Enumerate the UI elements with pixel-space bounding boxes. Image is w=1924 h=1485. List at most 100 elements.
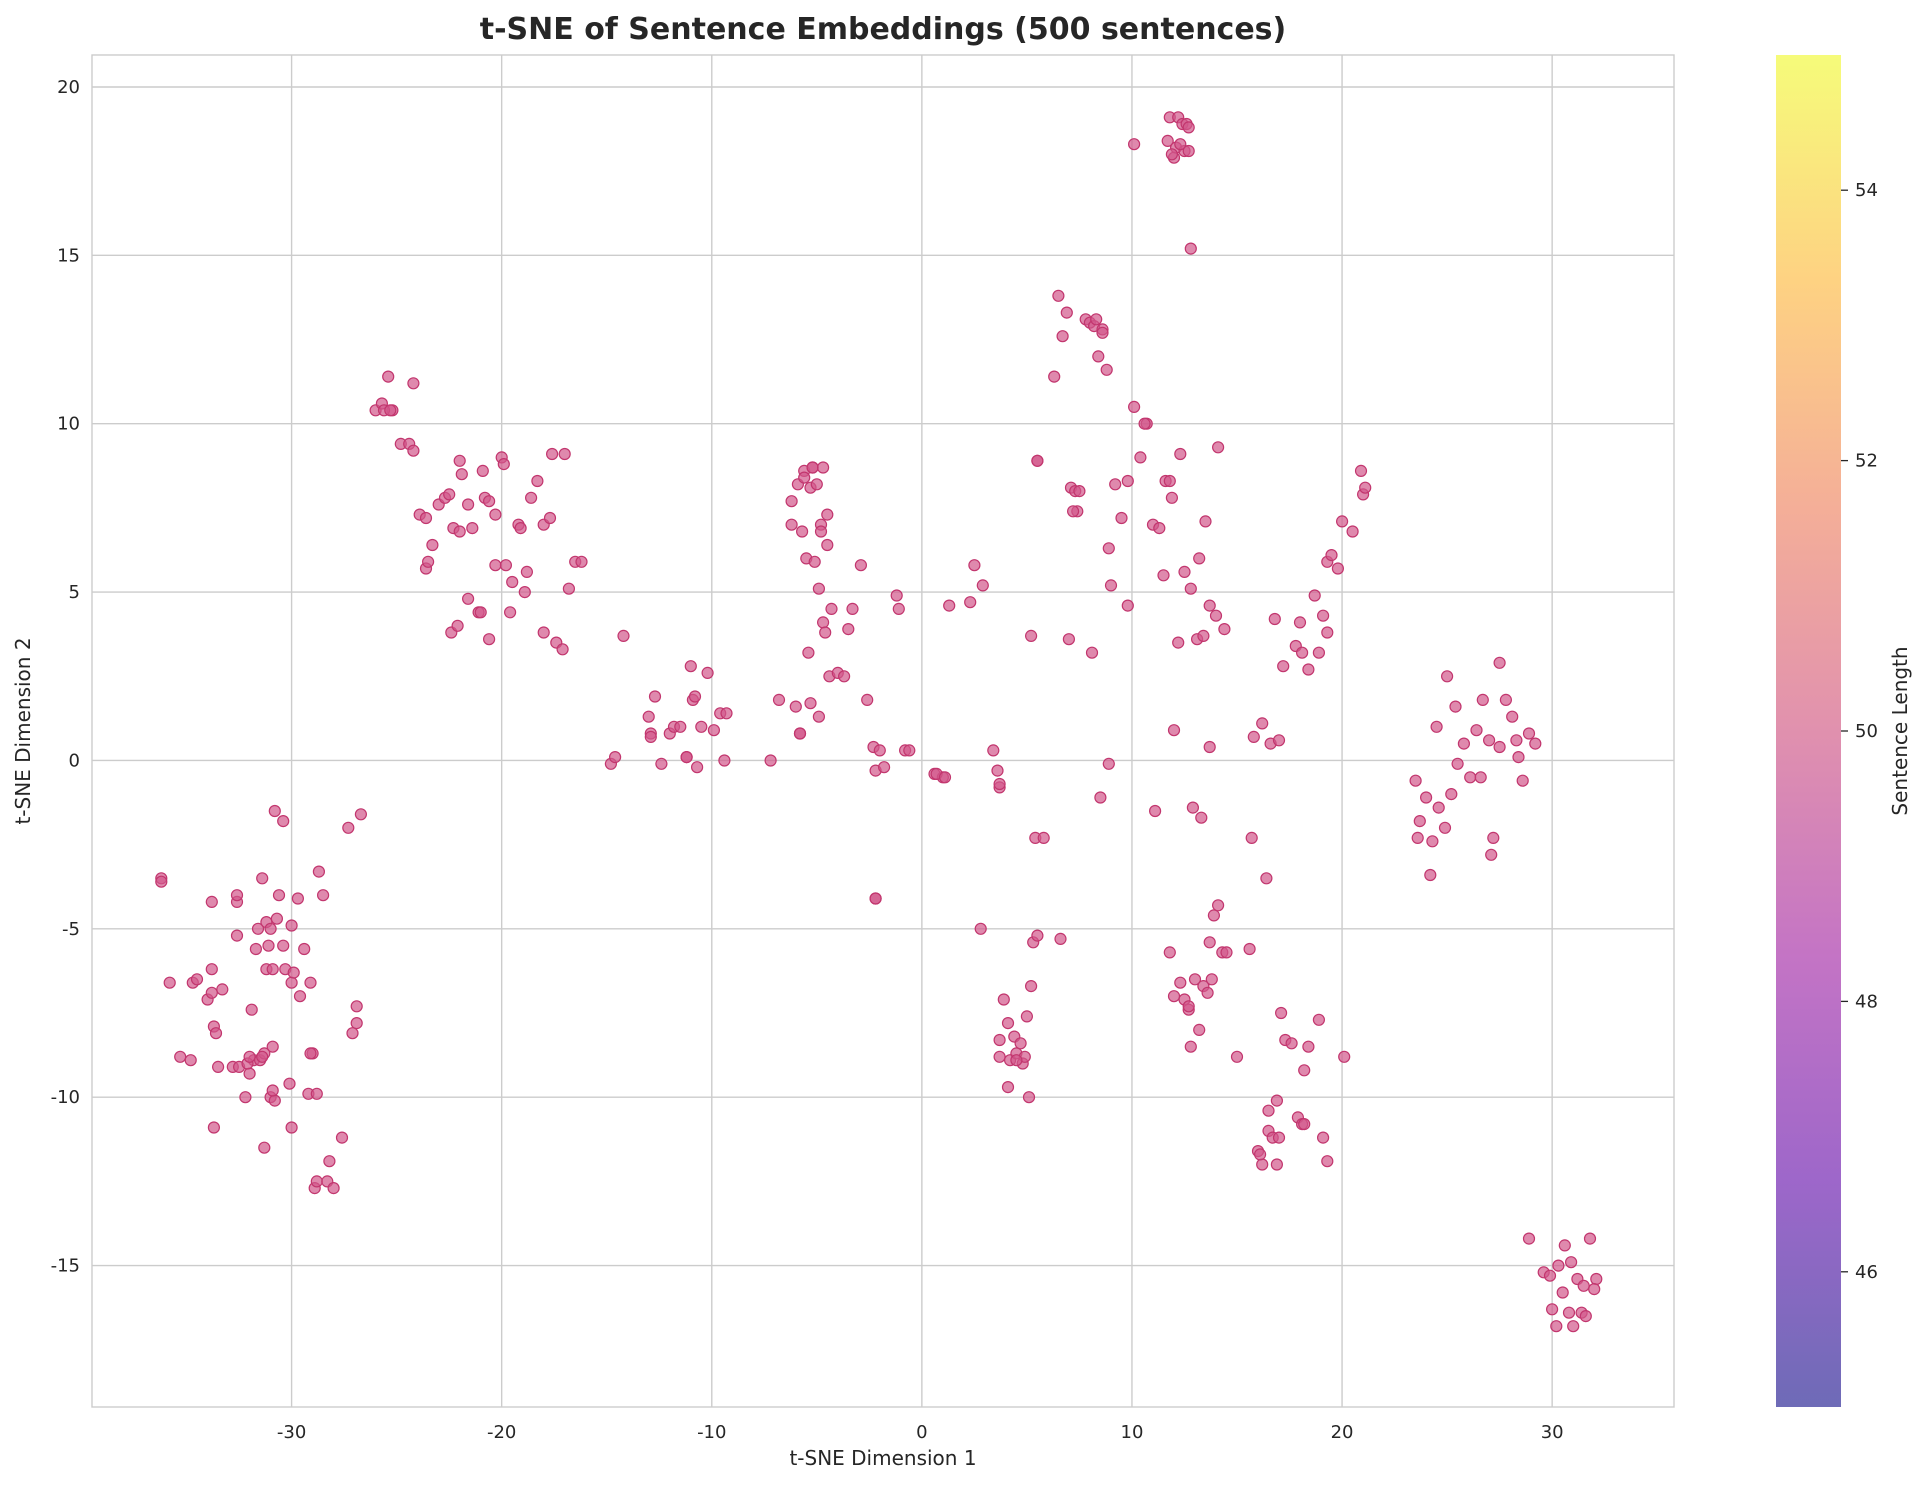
- data-point: [1253, 1148, 1267, 1161]
- data-point: [419, 511, 433, 525]
- data-point: [1060, 306, 1073, 319]
- data-point: [1529, 737, 1542, 750]
- data-point: [298, 942, 311, 956]
- data-point: [327, 1181, 340, 1195]
- data-point: [1014, 1037, 1027, 1050]
- colorbar: [1776, 55, 1841, 1407]
- data-point: [1174, 138, 1187, 151]
- data-point: [1295, 646, 1309, 659]
- data-point: [1195, 811, 1208, 824]
- data-point: [1411, 831, 1424, 845]
- data-point: [1451, 757, 1464, 770]
- data-point: [1552, 1259, 1565, 1272]
- data-point: [1121, 474, 1134, 488]
- data-point: [455, 468, 468, 481]
- data-point: [266, 1040, 279, 1053]
- data-point: [1298, 1064, 1311, 1077]
- data-point: [285, 919, 298, 932]
- data-point: [1048, 370, 1061, 383]
- data-point: [1153, 521, 1166, 535]
- data-point: [335, 1131, 349, 1144]
- data-point: [205, 963, 218, 976]
- data-point: [155, 875, 168, 888]
- data-point: [644, 730, 657, 744]
- data-point: [1163, 946, 1176, 959]
- data-point: [251, 922, 265, 935]
- data-point: [1247, 730, 1260, 744]
- data-point: [789, 700, 802, 713]
- data-point: [212, 1060, 225, 1074]
- data-point: [964, 596, 977, 609]
- data-point: [285, 976, 298, 989]
- data-point: [174, 1050, 187, 1063]
- data-point: [483, 495, 496, 508]
- data-point: [1485, 848, 1498, 861]
- data-point: [1440, 670, 1454, 683]
- data-point: [837, 670, 851, 683]
- data-point: [785, 495, 798, 508]
- colorbar-tick-label: 46: [1855, 1262, 1878, 1283]
- data-point: [861, 693, 874, 707]
- data-point: [1207, 909, 1221, 922]
- data-point: [1260, 872, 1273, 885]
- data-point: [1274, 1006, 1288, 1020]
- data-point: [1482, 734, 1496, 747]
- data-point: [1474, 771, 1487, 784]
- data-point: [1298, 1117, 1311, 1131]
- data-point: [1506, 710, 1519, 723]
- data-point: [1148, 804, 1162, 818]
- data-point: [1272, 734, 1286, 747]
- x-tick-label: -30: [277, 1422, 306, 1443]
- data-point: [1100, 363, 1113, 376]
- data-point: [350, 1000, 363, 1013]
- data-point: [695, 720, 708, 733]
- data-point: [1174, 976, 1187, 989]
- data-point: [474, 606, 487, 619]
- data-point: [346, 1027, 359, 1040]
- x-gridlines: [290, 55, 1553, 1407]
- data-point: [1308, 589, 1321, 602]
- data-point: [287, 966, 300, 979]
- data-point: [1588, 1282, 1601, 1296]
- data-point: [1054, 932, 1067, 946]
- data-point: [1182, 144, 1195, 158]
- data-point: [1182, 121, 1195, 134]
- data-point: [266, 1084, 279, 1097]
- data-point: [993, 777, 1006, 791]
- data-point: [825, 602, 838, 616]
- data-point: [690, 761, 704, 774]
- y-tick-label: 0: [69, 750, 80, 771]
- data-point: [854, 559, 868, 572]
- data-point: [802, 646, 815, 659]
- data-point: [520, 565, 534, 579]
- data-point: [1545, 1303, 1559, 1316]
- data-point: [1182, 1000, 1195, 1013]
- data-point: [453, 525, 466, 538]
- data-point: [1174, 447, 1187, 461]
- data-point: [562, 582, 576, 595]
- data-point: [1184, 242, 1197, 255]
- data-point: [293, 990, 307, 1003]
- y-tick-label: -5: [62, 919, 80, 940]
- data-point: [451, 619, 464, 632]
- colorbar-tick-label: 50: [1855, 721, 1878, 742]
- data-point: [1188, 973, 1202, 986]
- data-point: [701, 666, 714, 680]
- data-point: [1056, 330, 1069, 343]
- data-point: [1096, 326, 1109, 339]
- data-point: [1134, 451, 1147, 464]
- data-point: [842, 622, 855, 636]
- data-point: [504, 606, 517, 619]
- data-point: [1424, 868, 1437, 882]
- data-point: [1109, 478, 1122, 491]
- data-point: [245, 1003, 258, 1016]
- data-point: [617, 629, 630, 643]
- data-point: [1066, 505, 1080, 518]
- data-point: [974, 922, 987, 935]
- data-point: [968, 559, 981, 572]
- data-point: [1464, 771, 1477, 784]
- data-point: [382, 370, 395, 383]
- data-point: [323, 1155, 336, 1168]
- data-point: [256, 872, 269, 885]
